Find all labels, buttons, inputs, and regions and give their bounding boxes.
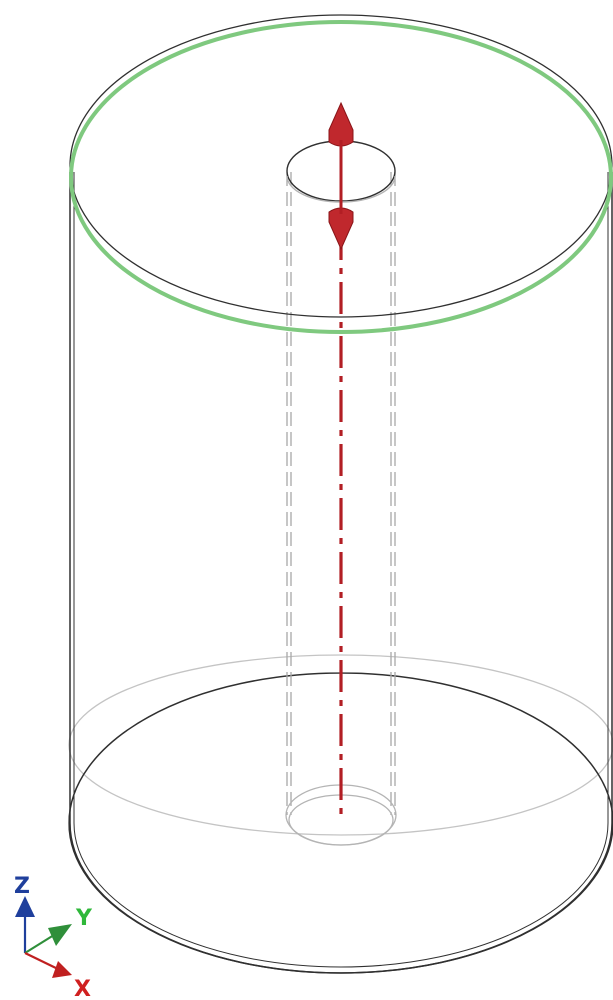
cylinder-bottom-front-arc[interactable] bbox=[69, 822, 613, 974]
triad-y-label: Y bbox=[75, 906, 93, 931]
top-outer-circle-selected[interactable] bbox=[69, 20, 613, 334]
triad-y-cone-icon bbox=[48, 924, 72, 946]
triad-x-label: X bbox=[74, 977, 91, 1000]
triad-x-axis bbox=[24, 952, 61, 971]
triad-z-cone-icon bbox=[15, 896, 35, 917]
hole-bottom-circle-inner bbox=[288, 794, 394, 846]
hole-axis[interactable] bbox=[328, 101, 354, 815]
coordinate-triad: Z Y X bbox=[14, 874, 93, 1000]
triad-z-label: Z bbox=[14, 874, 30, 899]
axis-arrow-up-icon[interactable] bbox=[328, 101, 354, 147]
cylinder-bottom-front-arc-inner bbox=[73, 822, 609, 968]
axis-arrow-down-icon[interactable] bbox=[328, 207, 354, 251]
cylinder-silhouette bbox=[69, 172, 613, 974]
triad-x-cone-icon bbox=[52, 961, 72, 978]
hole-hidden-edges bbox=[286, 172, 396, 815]
bottom-inner-circle bbox=[68, 654, 613, 836]
